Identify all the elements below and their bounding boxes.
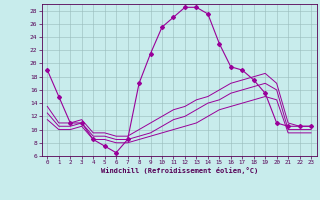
X-axis label: Windchill (Refroidissement éolien,°C): Windchill (Refroidissement éolien,°C)	[100, 167, 258, 174]
